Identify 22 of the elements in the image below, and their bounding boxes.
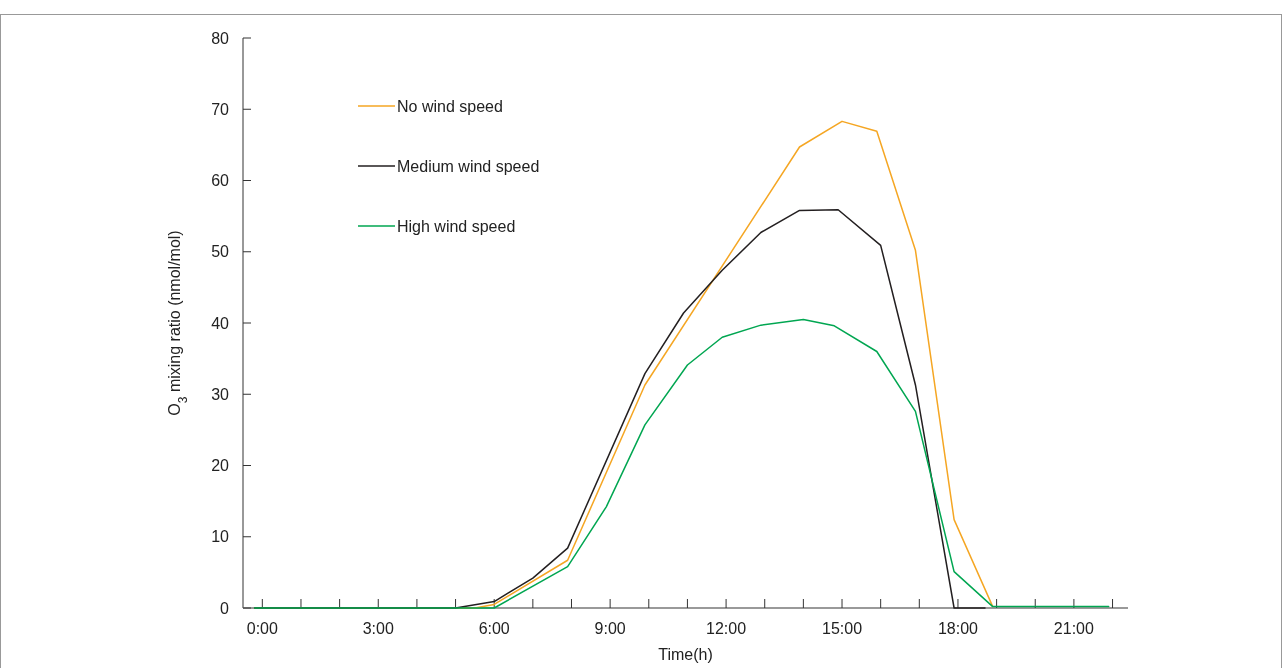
x-tick-label: 12:00 xyxy=(706,620,747,637)
legend-label: High wind speed xyxy=(397,217,516,235)
y-tick-label: 30 xyxy=(211,385,230,403)
y-tick-label: 60 xyxy=(211,172,230,190)
line-series xyxy=(253,318,1110,609)
x-tick-label: 3:00 xyxy=(362,620,394,637)
y-tick-label: 20 xyxy=(211,457,230,475)
x-tick-label: 6:00 xyxy=(478,620,510,637)
x-tick-label: 18:00 xyxy=(937,620,979,637)
legend-label: Medium wind speed xyxy=(397,157,540,175)
y-tick-label: 10 xyxy=(211,528,230,546)
y-tick-label: 50 xyxy=(211,243,230,261)
x-tick-label: 21:00 xyxy=(1053,620,1095,637)
legend-label: No wind speed xyxy=(397,97,503,115)
x-tick-label: 15:00 xyxy=(821,620,863,637)
x-tick-label: 9:00 xyxy=(594,620,626,637)
x-axis-title: Time(h) xyxy=(658,646,713,663)
y-tick-label: 40 xyxy=(211,314,230,332)
y-tick-label: 80 xyxy=(211,29,230,47)
y-tick-label: 70 xyxy=(211,100,230,118)
y-tick-label: 0 xyxy=(220,599,230,617)
x-tick-label: 0:00 xyxy=(246,620,278,637)
